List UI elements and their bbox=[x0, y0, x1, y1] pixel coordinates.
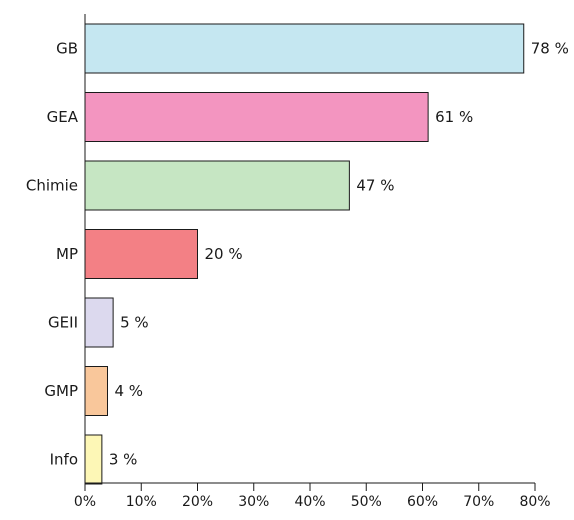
x-tick-label: 50% bbox=[351, 494, 382, 510]
x-tick-label: 80% bbox=[519, 494, 550, 510]
category-label-chimie: Chimie bbox=[26, 177, 78, 195]
value-label-gb: 78 % bbox=[531, 40, 569, 58]
value-labels-group: 78 % 61 % 47 % 20 % 5 % 4 % 3 % bbox=[109, 40, 569, 469]
x-tick-label: 40% bbox=[294, 494, 325, 510]
bar-info bbox=[84, 434, 103, 485]
x-ticks-group: 0% 10% 20% 30% 40% 50% 60% 70% 80% bbox=[74, 483, 551, 510]
bar-chimie bbox=[84, 160, 350, 211]
bar-gmp bbox=[84, 366, 108, 416]
value-label-info: 3 % bbox=[109, 451, 138, 469]
bar-gea bbox=[84, 92, 429, 142]
x-tick-label: 10% bbox=[126, 494, 157, 510]
category-label-gea: GEA bbox=[47, 108, 79, 126]
category-label-geii: GEII bbox=[48, 314, 78, 332]
x-tick-label: 60% bbox=[407, 494, 438, 510]
x-tick-label: 30% bbox=[238, 494, 269, 510]
category-label-gb: GB bbox=[56, 40, 78, 58]
value-label-gmp: 4 % bbox=[115, 382, 144, 400]
bar-geii bbox=[84, 297, 114, 348]
bar-mp bbox=[84, 229, 198, 279]
value-label-mp: 20 % bbox=[205, 245, 243, 263]
bar-gb bbox=[84, 23, 525, 74]
category-label-info: Info bbox=[50, 451, 78, 469]
bars-group bbox=[84, 23, 525, 485]
value-label-geii: 5 % bbox=[120, 314, 149, 332]
x-tick-label: 0% bbox=[74, 494, 96, 510]
x-tick-label: 20% bbox=[182, 494, 213, 510]
category-label-mp: MP bbox=[56, 245, 78, 263]
category-labels-group: GB GEA Chimie MP GEII GMP Info bbox=[26, 40, 79, 469]
value-label-gea: 61 % bbox=[435, 108, 473, 126]
category-label-gmp: GMP bbox=[44, 382, 78, 400]
x-tick-label: 70% bbox=[463, 494, 494, 510]
value-label-chimie: 47 % bbox=[356, 177, 394, 195]
